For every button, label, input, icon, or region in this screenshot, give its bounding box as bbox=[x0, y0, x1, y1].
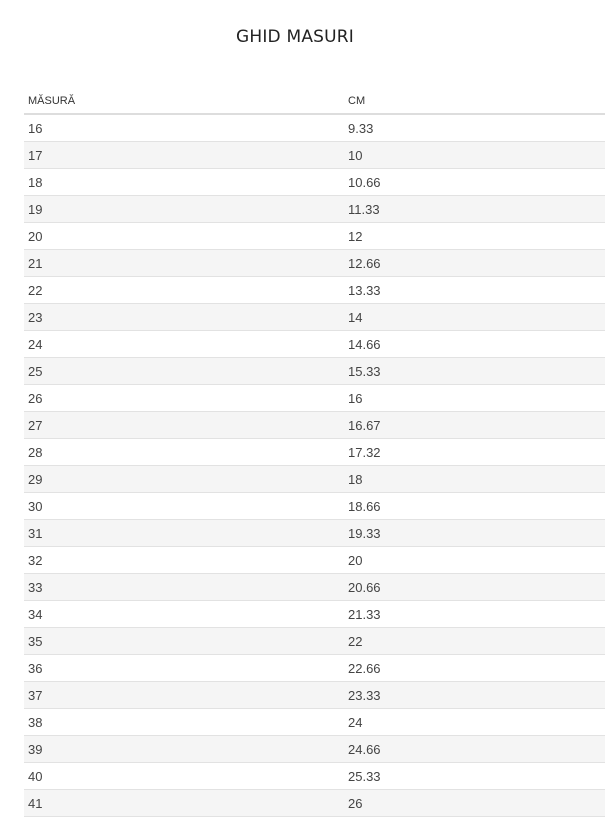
cm-cell: 21.33 bbox=[348, 600, 605, 628]
column-header-size: MĂSURĂ bbox=[24, 89, 348, 115]
size-cell: 20 bbox=[24, 222, 348, 250]
table-row: 18 10.66 bbox=[24, 168, 605, 196]
size-cell: 36 bbox=[24, 654, 348, 682]
table-row: 16 9.33 bbox=[24, 114, 605, 142]
cm-cell: 17.32 bbox=[348, 438, 605, 466]
table-row: 28 17.32 bbox=[24, 438, 605, 466]
cm-cell: 13.33 bbox=[348, 276, 605, 304]
size-cell: 33 bbox=[24, 573, 348, 601]
table-row: 25 15.33 bbox=[24, 357, 605, 385]
cm-cell: 16.67 bbox=[348, 411, 605, 439]
size-cell: 29 bbox=[24, 465, 348, 493]
size-cell: 30 bbox=[24, 492, 348, 520]
cm-cell: 14 bbox=[348, 303, 605, 331]
table-row: 17 10 bbox=[24, 141, 605, 169]
table-row: 21 12.66 bbox=[24, 249, 605, 277]
table-row: 33 20.66 bbox=[24, 573, 605, 601]
cm-cell: 22.66 bbox=[348, 654, 605, 682]
table-row: 29 18 bbox=[24, 465, 605, 493]
cm-cell: 19.33 bbox=[348, 519, 605, 547]
table-row: 41 26 bbox=[24, 789, 605, 817]
table-row: 20 12 bbox=[24, 222, 605, 250]
size-cell: 21 bbox=[24, 249, 348, 277]
table-row: 22 13.33 bbox=[24, 276, 605, 304]
cm-cell: 24 bbox=[348, 708, 605, 736]
size-cell: 18 bbox=[24, 168, 348, 196]
table-row: 34 21.33 bbox=[24, 600, 605, 628]
size-guide-table: MĂSURĂ CM 16 9.33 17 10 18 10.66 19 11.33 20 12 21… bbox=[24, 89, 605, 817]
table-row: 36 22.66 bbox=[24, 654, 605, 682]
table-row: 39 24.66 bbox=[24, 735, 605, 763]
cm-cell: 24.66 bbox=[348, 735, 605, 763]
table-row: 35 22 bbox=[24, 627, 605, 655]
table-row: 24 14.66 bbox=[24, 330, 605, 358]
cm-cell: 18.66 bbox=[348, 492, 605, 520]
cm-cell: 11.33 bbox=[348, 195, 605, 223]
cm-cell: 10 bbox=[348, 141, 605, 169]
cm-cell: 16 bbox=[348, 384, 605, 412]
size-cell: 38 bbox=[24, 708, 348, 736]
cm-cell: 18 bbox=[348, 465, 605, 493]
table-row: 19 11.33 bbox=[24, 195, 605, 223]
size-cell: 37 bbox=[24, 681, 348, 709]
cm-cell: 10.66 bbox=[348, 168, 605, 196]
table-row: 32 20 bbox=[24, 546, 605, 574]
cm-cell: 22 bbox=[348, 627, 605, 655]
table-row: 40 25.33 bbox=[24, 762, 605, 790]
size-cell: 32 bbox=[24, 546, 348, 574]
size-cell: 40 bbox=[24, 762, 348, 790]
size-cell: 41 bbox=[24, 789, 348, 817]
size-cell: 31 bbox=[24, 519, 348, 547]
size-cell: 19 bbox=[24, 195, 348, 223]
table-header-row: MĂSURĂ CM bbox=[24, 89, 605, 115]
size-cell: 34 bbox=[24, 600, 348, 628]
column-header-cm: CM bbox=[348, 89, 605, 115]
size-cell: 16 bbox=[24, 114, 348, 142]
page-title: GHID MASURI bbox=[235, 27, 355, 47]
cm-cell: 9.33 bbox=[348, 114, 605, 142]
table-row: 27 16.67 bbox=[24, 411, 605, 439]
cm-cell: 23.33 bbox=[348, 681, 605, 709]
cm-cell: 20.66 bbox=[348, 573, 605, 601]
cm-cell: 12 bbox=[348, 222, 605, 250]
cm-cell: 12.66 bbox=[348, 249, 605, 277]
cm-cell: 14.66 bbox=[348, 330, 605, 358]
cm-cell: 25.33 bbox=[348, 762, 605, 790]
size-cell: 23 bbox=[24, 303, 348, 331]
table-row: 26 16 bbox=[24, 384, 605, 412]
size-cell: 26 bbox=[24, 384, 348, 412]
size-cell: 28 bbox=[24, 438, 348, 466]
size-cell: 25 bbox=[24, 357, 348, 385]
cm-cell: 15.33 bbox=[348, 357, 605, 385]
size-cell: 39 bbox=[24, 735, 348, 763]
table-row: 23 14 bbox=[24, 303, 605, 331]
table-row: 30 18.66 bbox=[24, 492, 605, 520]
table-row: 37 23.33 bbox=[24, 681, 605, 709]
cm-cell: 20 bbox=[348, 546, 605, 574]
size-cell: 35 bbox=[24, 627, 348, 655]
table-row: 31 19.33 bbox=[24, 519, 605, 547]
size-cell: 24 bbox=[24, 330, 348, 358]
cm-cell: 26 bbox=[348, 789, 605, 817]
size-cell: 17 bbox=[24, 141, 348, 169]
size-cell: 22 bbox=[24, 276, 348, 304]
size-cell: 27 bbox=[24, 411, 348, 439]
table-row: 38 24 bbox=[24, 708, 605, 736]
